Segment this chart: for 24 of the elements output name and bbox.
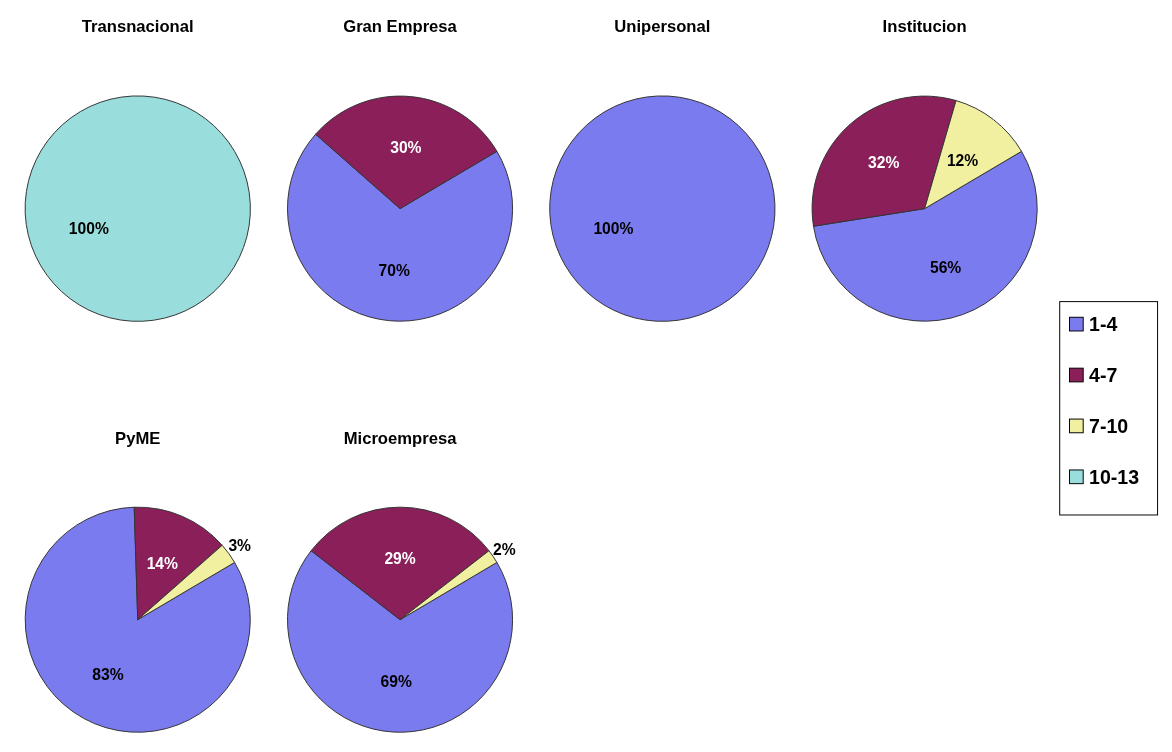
legend-label: 7-10 — [1089, 414, 1129, 437]
chart-title: Transnacional — [81, 17, 194, 37]
data-label: 83% — [92, 665, 124, 683]
data-label: 100% — [68, 220, 109, 238]
legend-label: 4-7 — [1089, 363, 1118, 386]
chart-title: Institucion — [882, 17, 967, 37]
data-label: 2% — [493, 540, 516, 558]
pie-slice — [24, 506, 251, 733]
legend-label: 10-13 — [1089, 465, 1140, 488]
data-label: 14% — [146, 554, 179, 572]
data-label: 32% — [868, 154, 900, 172]
chart-title: PyME — [115, 428, 161, 448]
data-label: 100% — [593, 220, 634, 238]
data-label: 70% — [378, 262, 410, 280]
chart-title: Gran Empresa — [343, 17, 458, 37]
data-label: 29% — [384, 549, 416, 567]
data-label: 69% — [380, 673, 412, 691]
legend-label: 1-4 — [1089, 312, 1118, 335]
data-label: 30% — [390, 138, 422, 156]
data-label: 3% — [228, 537, 252, 555]
data-label: 56% — [929, 258, 962, 276]
chart-title: Unipersonal — [614, 17, 711, 37]
data-label: 12% — [946, 151, 979, 169]
chart-title: Microempresa — [343, 428, 458, 448]
